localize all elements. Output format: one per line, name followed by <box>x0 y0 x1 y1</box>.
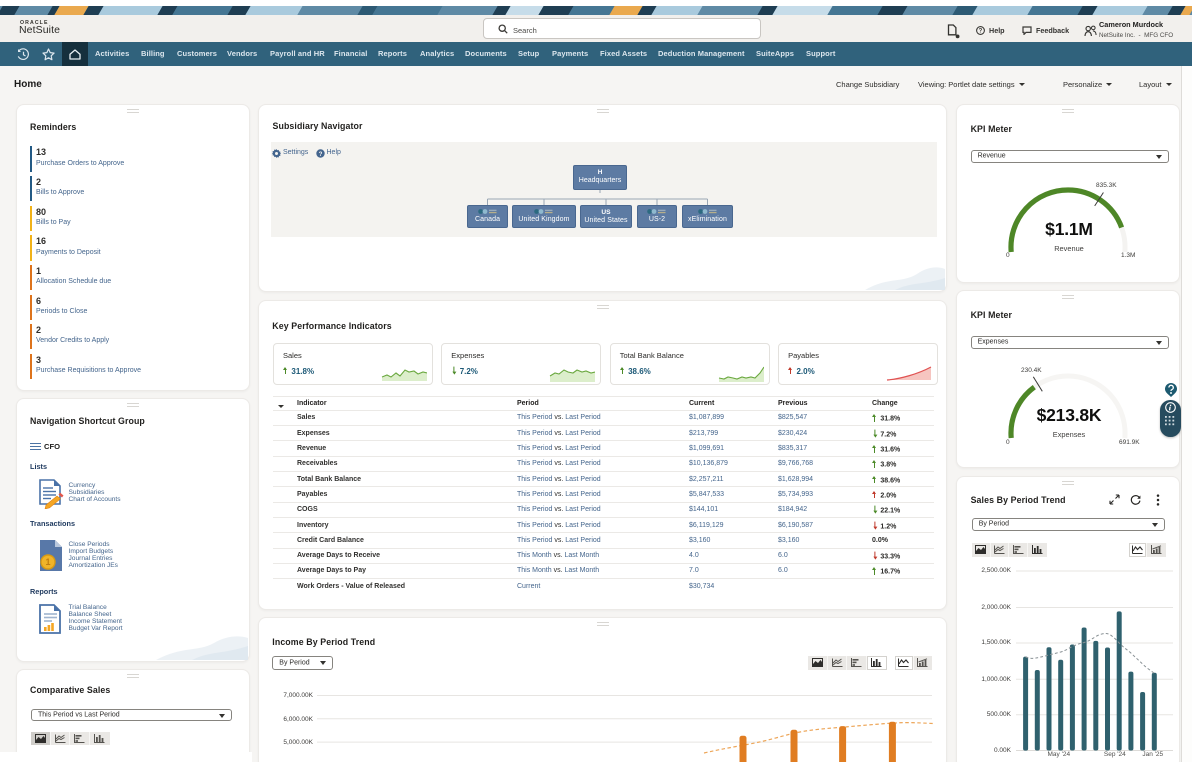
svg-text:1: 1 <box>45 557 50 567</box>
svg-text:?: ? <box>979 28 983 34</box>
svg-text:?: ? <box>318 150 322 157</box>
